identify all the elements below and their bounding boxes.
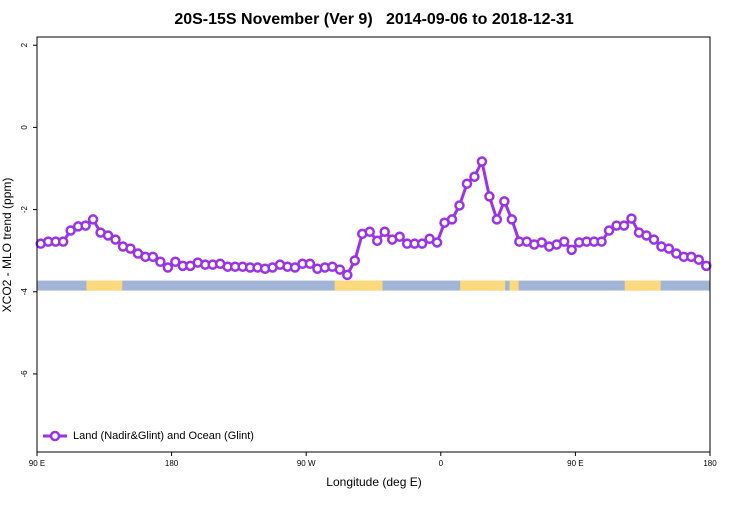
data-point [65,225,76,236]
data-point [454,200,465,211]
data-point [499,196,510,207]
data-point [506,214,518,225]
data-point [618,220,630,231]
data-point [469,171,480,182]
data-point [170,256,181,268]
x-tick-label: 180 [703,459,717,468]
data-point [693,254,705,265]
data-point [566,244,577,256]
legend-label: Land (Nadir&Glint) and Ocean (Glint) [73,430,254,442]
data-point [125,243,136,254]
data-point [596,236,607,247]
data-point [110,234,121,245]
data-point [603,225,615,236]
data-point [342,269,353,281]
x-tick-label: 0 [439,459,444,468]
data-point [484,191,495,202]
data-point [476,156,488,167]
data-point [536,237,547,248]
data-point [162,262,174,273]
data-point [641,230,652,241]
x-axis-label: Longitude (deg E) [326,475,421,489]
data-point [431,237,443,248]
plot-frame [36,36,711,453]
data-point [626,213,637,224]
data-point [304,258,316,270]
data-point [701,260,712,272]
x-tick-label: 180 [165,459,179,468]
data-point [334,264,346,275]
data-point [416,238,428,249]
data-point [446,214,458,225]
data-point [394,231,405,242]
data-point [663,243,675,254]
data-point [147,251,159,263]
data-point [558,236,570,247]
y-tick-label: 0 [20,125,29,130]
data-point [155,256,166,268]
data-point [648,234,660,245]
data-point [80,220,91,231]
chart-title: 20S-15S November (Ver 9) 2014-09-06 to 2… [174,11,573,28]
y-axis-label: XCO2 - MLO trend (ppm) [0,178,14,313]
y-tick-label: 2 [20,42,29,47]
x-tick-label: 90 W [297,459,316,468]
data-point [461,178,473,189]
data-point [57,236,69,247]
land-span [509,280,519,291]
data-point [364,226,376,238]
land-span [624,280,661,291]
land-span [334,280,383,291]
data-point [102,230,114,241]
land-span [86,280,123,291]
data-point [379,226,390,238]
y-tick-label: -4 [20,288,29,296]
y-tick-label: -6 [20,370,29,378]
x-tick-label: 90 E [567,459,583,468]
y-tick-label: -2 [20,205,29,213]
land-span [460,280,506,291]
data-point [371,235,383,247]
legend-marker [49,430,61,442]
data-point [87,214,99,225]
data-point [491,214,503,225]
x-tick-label: 90 E [29,459,45,468]
data-point [349,255,361,266]
